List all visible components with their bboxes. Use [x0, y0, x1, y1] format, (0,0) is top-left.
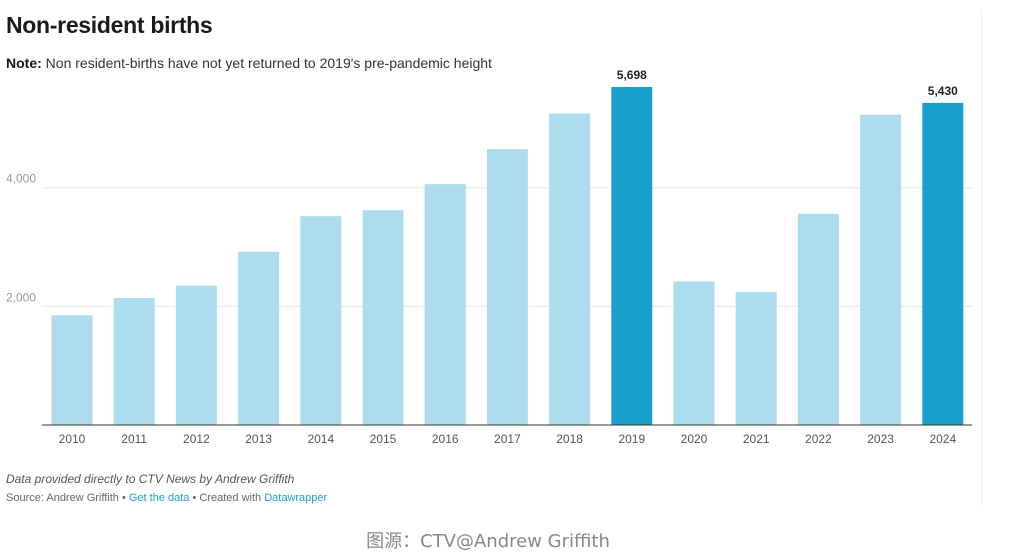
bar-2014[interactable] [300, 216, 342, 425]
x-tick-label: 2021 [743, 432, 770, 446]
x-axis-ticks: 2010 2011 2012 2013 2014 2015 2016 2017 2018 2019… [59, 432, 957, 446]
bar-2023[interactable] [860, 114, 902, 426]
source-line: Source: Andrew Griffith • Get the data •… [6, 492, 327, 504]
bar-2015[interactable] [362, 210, 404, 425]
x-tick-label: 2011 [121, 432, 147, 446]
chart-note: Note: Non resident-births have not yet r… [6, 55, 492, 71]
x-tick-label: 2017 [494, 432, 521, 446]
bar-2016[interactable] [424, 184, 466, 425]
note-text: Non resident-births have not yet returne… [41, 55, 492, 71]
x-tick-label: 2014 [307, 432, 334, 446]
x-tick-label: 2013 [245, 432, 272, 446]
bar-2013[interactable] [238, 251, 280, 425]
created-with-text: • Created with [189, 492, 265, 504]
bar-2017[interactable] [486, 149, 528, 426]
x-tick-label: 2012 [183, 432, 210, 446]
data-label-2024: 5,430 [928, 84, 958, 98]
bar-2019[interactable] [611, 86, 653, 426]
x-tick-label: 2016 [432, 432, 459, 446]
y-tick-label: 4,000 [6, 172, 36, 186]
datawrapper-link[interactable]: Datawrapper [264, 492, 328, 504]
y-axis-ticks: 2,000 4,000 [6, 172, 36, 305]
x-tick-label: 2015 [370, 432, 397, 446]
bar-2011[interactable] [113, 298, 155, 425]
source-text: Source: Andrew Griffith • [6, 492, 129, 504]
x-tick-label: 2024 [929, 432, 956, 446]
x-tick-label: 2019 [618, 432, 645, 446]
x-tick-label: 2020 [681, 432, 708, 446]
get-the-data-link[interactable]: Get the data [128, 492, 190, 504]
bar-2022[interactable] [797, 213, 839, 425]
bars [51, 86, 964, 426]
image-caption: 图源：CTV@Andrew Griffith [366, 531, 610, 552]
x-tick-label: 2018 [556, 432, 583, 446]
chart-title: Non-resident births [6, 12, 213, 38]
bar-2012[interactable] [175, 285, 217, 425]
y-tick-label: 2,000 [6, 290, 36, 304]
x-tick-label: 2023 [867, 432, 894, 446]
credit-line: Data provided directly to CTV News by An… [6, 472, 295, 486]
right-divider [981, 10, 982, 506]
data-label-2019: 5,698 [617, 68, 647, 82]
x-tick-label: 2010 [59, 432, 86, 446]
bar-2010[interactable] [51, 315, 93, 425]
note-label: Note: [6, 55, 42, 71]
bar-2020[interactable] [673, 281, 715, 425]
x-tick-label: 2022 [805, 432, 832, 446]
data-labels: 5,698 5,430 [617, 68, 958, 98]
bar-2021[interactable] [735, 292, 777, 425]
bar-2018[interactable] [549, 113, 591, 425]
bar-2024[interactable] [922, 102, 964, 426]
